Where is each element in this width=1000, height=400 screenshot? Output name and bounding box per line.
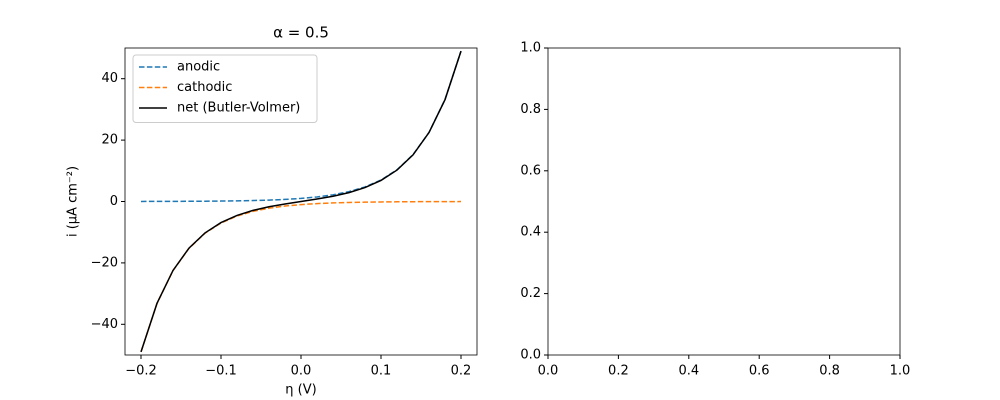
legend-label: cathodic — [177, 80, 232, 95]
x-tick-label: 1.0 — [890, 364, 911, 379]
x-tick-label: 0.1 — [371, 364, 392, 379]
y-tick-label: 0 — [110, 194, 118, 209]
y-tick-label: −40 — [91, 317, 118, 332]
y-tick-label: 40 — [101, 71, 118, 86]
x-tick-label: −0.2 — [125, 364, 157, 379]
x-tick-label: 0.4 — [678, 364, 699, 379]
y-tick-label: 0.4 — [520, 225, 541, 240]
x-tick-label: 0.6 — [749, 364, 770, 379]
x-tick-label: −0.1 — [205, 364, 237, 379]
legend-label: anodic — [177, 60, 220, 75]
x-axis-label: η (V) — [285, 383, 316, 398]
series-line — [140, 50, 462, 203]
y-tick-label: 1.0 — [520, 41, 541, 56]
legend-label: net (Butler-Volmer) — [177, 101, 300, 116]
x-tick-label: 0.2 — [608, 364, 629, 379]
y-tick-label: −20 — [91, 255, 118, 270]
y-tick-label: 0.2 — [520, 286, 541, 301]
y-tick-label: 0.8 — [520, 102, 541, 117]
y-tick-label: 0.6 — [520, 163, 541, 178]
axes-frame — [124, 47, 478, 356]
axes-frame — [547, 47, 901, 356]
y-tick-label: 0.0 — [520, 348, 541, 363]
x-tick-label: 0.8 — [819, 364, 840, 379]
x-tick-label: 0.2 — [451, 364, 472, 379]
x-tick-label: 0.0 — [538, 364, 559, 379]
chart-title: α = 0.5 — [273, 24, 329, 42]
y-tick-label: 20 — [101, 133, 118, 148]
y-axis-label: i (μA cm⁻²) — [66, 166, 81, 237]
x-tick-label: 0.0 — [291, 364, 312, 379]
series-line — [140, 50, 462, 353]
legend-box — [132, 54, 318, 123]
